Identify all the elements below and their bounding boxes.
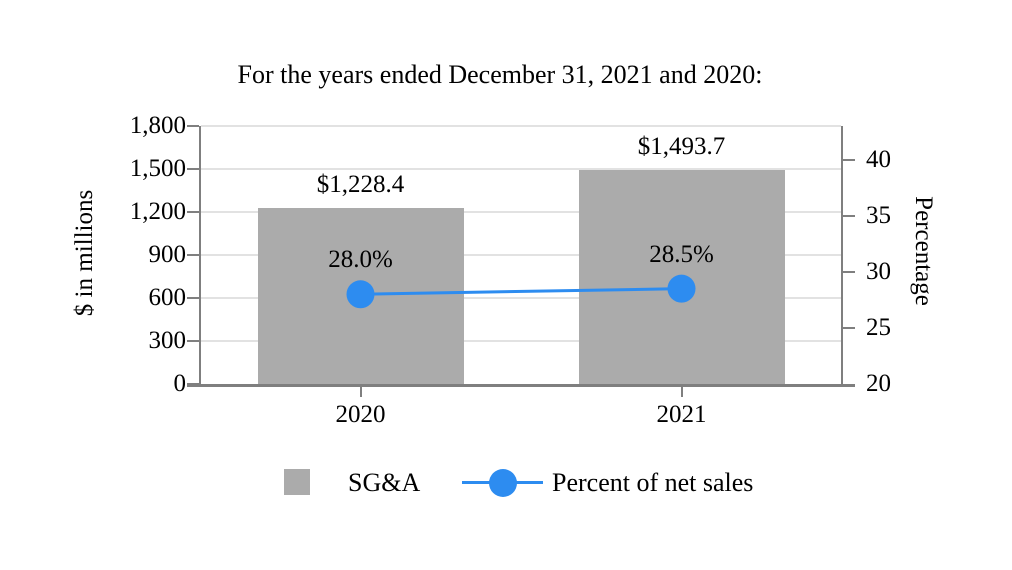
x-axis-tick <box>680 387 683 397</box>
percent-value-label: 28.5% <box>649 240 714 268</box>
percent-point-marker <box>346 280 375 309</box>
percent-point-marker <box>667 274 696 303</box>
y-axis-tick <box>187 340 199 342</box>
y2-axis-tick <box>843 270 855 273</box>
y2-axis-tick-label: 40 <box>866 145 891 173</box>
y-axis-tick-label: 1,500 <box>129 155 186 182</box>
percent-value-label: 28.0% <box>328 246 393 274</box>
y-axis-tick <box>187 254 199 256</box>
y-axis-tick <box>187 383 199 385</box>
left-axis-line <box>199 126 201 385</box>
y2-axis-tick <box>843 214 855 217</box>
y-axis-tick-label: 0 <box>173 370 187 397</box>
x-axis-tick <box>359 387 362 397</box>
gridline <box>201 340 841 342</box>
y-axis-tick <box>187 168 199 170</box>
y-axis-tick-label: 1,800 <box>129 112 186 139</box>
x-axis-label: 2021 <box>656 401 707 428</box>
legend-percent-label: Percent of net sales <box>552 468 754 497</box>
y-axis-tick <box>187 125 199 127</box>
gridline <box>201 297 841 299</box>
y2-axis-tick <box>843 158 855 161</box>
y-axis-tick <box>187 297 199 299</box>
legend-sgna-swatch-icon <box>284 469 310 495</box>
y2-axis-tick-label: 30 <box>866 257 891 285</box>
gridline <box>201 168 841 170</box>
percent-line <box>360 287 682 296</box>
legend-sgna-label: SG&A <box>348 468 421 497</box>
y2-axis-tick-label: 35 <box>866 201 891 229</box>
bottom-axis-line <box>187 384 855 387</box>
y-axis-tick-label: 600 <box>148 284 187 311</box>
bar-value-label: $1,228.4 <box>316 170 405 198</box>
chart-title: For the years ended December 31, 2021 an… <box>237 60 763 89</box>
gridline <box>201 125 841 127</box>
y-axis-tick-label: 1,200 <box>129 198 186 225</box>
y-axis-tick <box>187 211 199 213</box>
gridline <box>201 254 841 256</box>
y2-axis-tick-label: 25 <box>866 313 891 341</box>
legend-dot-icon <box>489 469 517 497</box>
bar-value-label: $1,493.7 <box>637 132 726 160</box>
right-axis-line <box>841 126 843 385</box>
x-axis-label: 2020 <box>335 401 386 428</box>
y-axis-tick-label: 300 <box>148 327 187 354</box>
y2-axis-tick-label: 20 <box>866 370 891 397</box>
gridline <box>201 211 841 213</box>
y-axis-tick-label: 900 <box>148 241 187 268</box>
y2-axis-tick <box>843 326 855 329</box>
